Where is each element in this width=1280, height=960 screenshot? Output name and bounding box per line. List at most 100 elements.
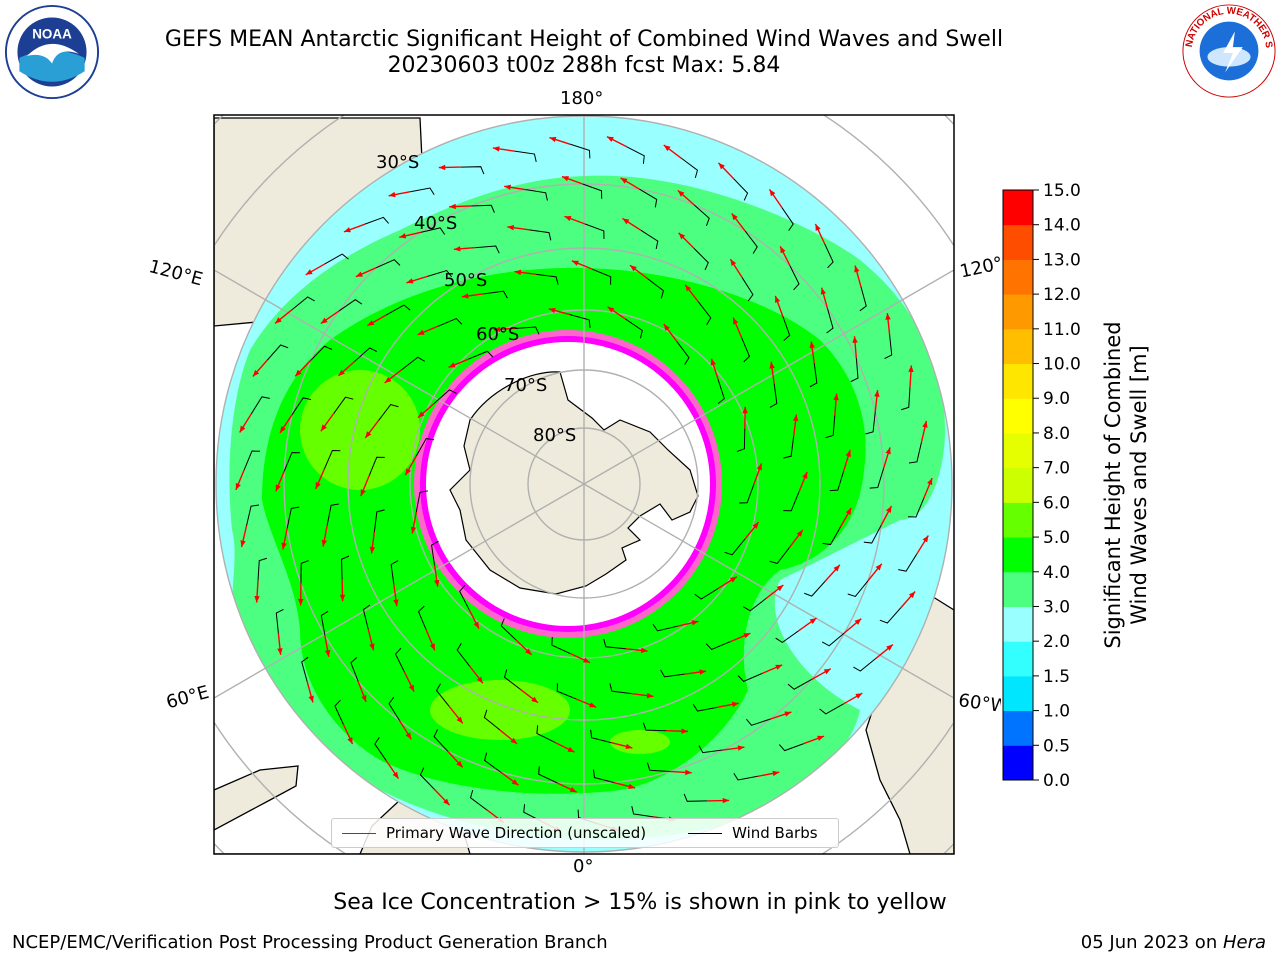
wind-barb (536, 725, 556, 743)
lat-label-50s: 50°S (444, 270, 488, 291)
wind-barb (746, 718, 771, 726)
wave-arrow-head (339, 594, 346, 602)
colorbar-segment (1003, 571, 1033, 607)
wave-arrow-head (852, 336, 858, 343)
wind-barb (736, 428, 746, 453)
wind-barb (401, 356, 425, 370)
colorbar-segment (1003, 606, 1033, 642)
wave-arrow-head (620, 177, 628, 184)
africa-landmass (214, 765, 299, 831)
colorbar-tick-label: 8.0 (1043, 424, 1070, 444)
wind-barb (642, 722, 667, 732)
wind-barb (373, 509, 385, 532)
wave-arrow-head (355, 271, 363, 277)
lat-label-30s: 30°S (376, 152, 420, 173)
colorbar-segment (1003, 467, 1033, 503)
wind-barb (484, 752, 502, 773)
wave-arrow-head (361, 694, 367, 702)
wind-barb (291, 397, 312, 415)
wind-barb (468, 350, 494, 360)
wave-arrow-head (729, 576, 737, 583)
wind-barb (609, 683, 632, 695)
wind-barb (898, 553, 918, 572)
wave-arrow-head (885, 447, 891, 455)
wave-arrow-head (589, 702, 597, 708)
legend-wave-label: Primary Wave Direction (unscaled) (386, 824, 647, 842)
colorbar-segment (1003, 675, 1033, 712)
wave-arrow-head (456, 760, 463, 768)
wave-arrow-head (393, 599, 399, 607)
noaa-logo: NOAA (4, 4, 100, 100)
wave-arrow-head (722, 797, 730, 804)
wave-arrow-head (874, 390, 880, 397)
wave-arrow-head (685, 769, 692, 776)
wave-arrow-head (663, 324, 670, 331)
wave-arrow-head (410, 526, 417, 534)
wave-arrow-head (507, 225, 515, 231)
wind-barb (362, 604, 371, 630)
wind-barb (582, 183, 603, 199)
wind-barb (865, 411, 876, 435)
wind-barb (769, 547, 790, 565)
colorbar-tick-label: 1.0 (1043, 702, 1070, 722)
wave-arrow-head (691, 620, 699, 626)
colorbar-tick-label: 4.0 (1043, 563, 1070, 583)
wave-arrow-head (514, 269, 522, 276)
wind-barb (267, 344, 289, 361)
wave-arrow-head (406, 278, 414, 284)
wind-barb (859, 286, 867, 312)
lat-label-80s: 80°S (533, 425, 577, 446)
wind-barb (640, 229, 659, 250)
wind-barb (338, 299, 363, 312)
wave-arrow-head (769, 189, 776, 197)
wind-barb (431, 540, 439, 565)
colorbar-label-line2: Wind Waves and Swell [m] (1127, 345, 1151, 625)
wind-barb (368, 456, 385, 476)
wind-barb (354, 347, 378, 362)
wave-arrow-head (646, 692, 654, 699)
wave-arrow-head (685, 284, 692, 292)
wave-arrow-head (607, 306, 615, 313)
wind-barb (525, 189, 548, 201)
lon-label-top: 180° (560, 88, 604, 109)
wind-barb (825, 415, 836, 439)
wind-barb (456, 643, 470, 667)
wind-barb (514, 150, 537, 162)
wave-arrow-head (699, 669, 707, 675)
colorbar-segment (1003, 224, 1033, 260)
wind-barb (386, 304, 411, 316)
wind-barb (603, 638, 626, 650)
wave-arrow-head (281, 542, 287, 550)
wave-arrow-head (324, 649, 331, 657)
wind-barb (529, 229, 552, 241)
wave-arrow-head (320, 424, 327, 432)
colorbar-tick-label: 13.0 (1043, 250, 1081, 270)
colorbar-segment (1003, 398, 1033, 434)
wind-barb (908, 498, 925, 518)
wave-arrow-head (733, 317, 739, 325)
wave-arrow-head (582, 657, 590, 663)
wind-barb (781, 207, 794, 231)
vector-field (235, 135, 933, 833)
wind-barb (434, 389, 457, 404)
wind-barb (681, 157, 699, 179)
wave-arrow-head (809, 341, 815, 349)
wave-arrow-head (561, 176, 569, 182)
wave-arrow-head (854, 265, 860, 273)
wave-arrow-head (908, 365, 914, 373)
wave-arrow-head (235, 482, 241, 490)
wave-arrow-head (743, 633, 751, 639)
wind-barb (705, 641, 731, 651)
wind-barb (538, 766, 558, 784)
nws-logo: NATIONAL WEATHER SERVICE (1180, 2, 1276, 98)
wave-arrow-head (640, 647, 648, 654)
wind-barb (420, 227, 446, 235)
wave-arrow-head (239, 425, 246, 433)
wave-arrow-head (885, 313, 891, 320)
wind-barb (783, 436, 795, 459)
colorbar-segment (1003, 432, 1033, 469)
wind-barb (590, 729, 612, 744)
wave-arrow-head (731, 213, 738, 221)
wind-barb (692, 704, 718, 712)
